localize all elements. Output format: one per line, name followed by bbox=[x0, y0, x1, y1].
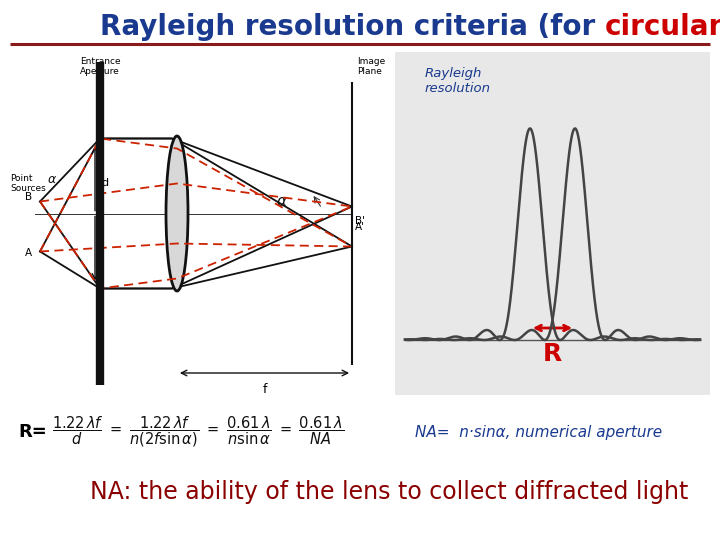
Text: B: B bbox=[25, 192, 32, 202]
Text: R=: R= bbox=[18, 423, 47, 441]
Text: Rayleigh resolution criteria (for: Rayleigh resolution criteria (for bbox=[100, 13, 605, 41]
Text: $\alpha$: $\alpha$ bbox=[47, 173, 57, 186]
Text: Point
Sources: Point Sources bbox=[10, 174, 46, 193]
Text: f: f bbox=[262, 383, 266, 396]
Text: $\dfrac{1.22\,\lambda f}{d}$ $=$ $\dfrac{1.22\,\lambda f}{n(2f\sin\alpha)}$ $=$ : $\dfrac{1.22\,\lambda f}{d}$ $=$ $\dfrac… bbox=[52, 415, 344, 449]
Text: d: d bbox=[101, 179, 108, 188]
Text: Rayleigh
resolution: Rayleigh resolution bbox=[425, 67, 491, 95]
Ellipse shape bbox=[166, 136, 188, 291]
Bar bbox=[395, 52, 710, 395]
Text: Image
Plane: Image Plane bbox=[357, 57, 385, 76]
Text: circular: circular bbox=[605, 13, 720, 41]
Text: NA=  n·sinα, numerical aperture: NA= n·sinα, numerical aperture bbox=[415, 424, 662, 440]
Text: A: A bbox=[25, 248, 32, 259]
Text: A': A' bbox=[355, 221, 365, 232]
Text: NA: the ability of the lens to collect diffracted light: NA: the ability of the lens to collect d… bbox=[90, 480, 688, 504]
Text: $\alpha$: $\alpha$ bbox=[276, 194, 288, 209]
Text: B': B' bbox=[355, 217, 365, 226]
Text: Entrance
Aperture: Entrance Aperture bbox=[80, 57, 120, 76]
Text: R: R bbox=[543, 342, 562, 366]
